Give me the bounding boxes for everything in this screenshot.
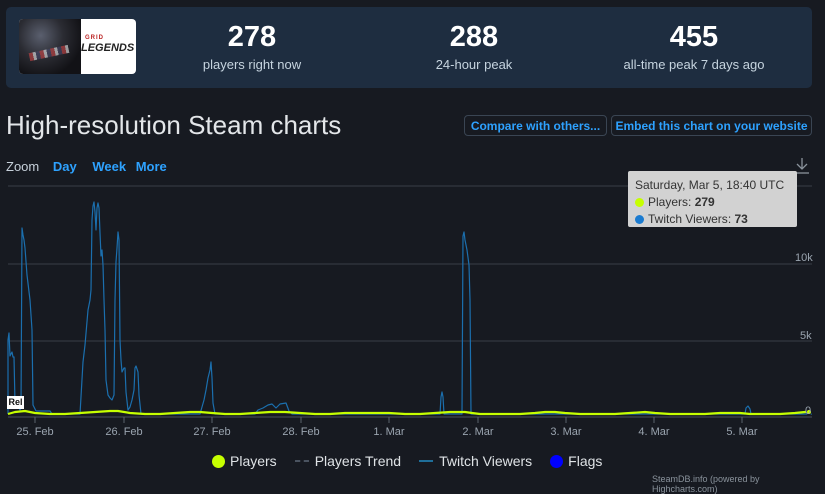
tooltip-series-name: Players xyxy=(648,195,689,209)
x-axis-label: 5. Mar xyxy=(726,426,758,438)
zoom-label: Zoom xyxy=(6,159,40,174)
x-axis-label: 25. Feb xyxy=(16,426,54,438)
chart-tooltip: Saturday, Mar 5, 18:40 UTC Players: 279 … xyxy=(628,171,797,227)
stat-24h-peak: 288 24-hour peak xyxy=(394,21,554,72)
zoom-controls: Zoom Day Week More xyxy=(6,159,177,174)
hover-point-players xyxy=(806,409,812,415)
x-axis-label: 2. Mar xyxy=(462,426,494,438)
tooltip-separator: : xyxy=(688,195,695,209)
chart-credits-link[interactable]: SteamDB.info (powered by Highcharts.com) xyxy=(652,474,760,494)
stat-label: 24-hour peak xyxy=(435,57,513,72)
game-logo-main-text: LEGENDS xyxy=(81,42,135,54)
stat-players-now: 278 players right now xyxy=(172,21,332,72)
stat-value: 278 xyxy=(227,21,277,53)
compare-button[interactable]: Compare with others... xyxy=(464,115,607,136)
game-cover-art xyxy=(19,19,81,74)
game-logo[interactable]: GRID LEGENDS xyxy=(19,19,136,74)
tooltip-row-twitch: Twitch Viewers: 73 xyxy=(635,211,790,228)
zoom-more-button[interactable]: More xyxy=(135,159,167,174)
x-axis-ticks xyxy=(34,417,743,423)
flag-release-marker[interactable]: Rel xyxy=(7,396,24,409)
tooltip-value: 279 xyxy=(694,195,715,209)
y-axis-label-5k: 5k xyxy=(800,330,812,342)
players-dot-icon xyxy=(635,198,644,207)
x-axis-label: 26. Feb xyxy=(105,426,143,438)
legend-item-twitch-viewers[interactable]: Twitch Viewers xyxy=(419,453,532,469)
legend-label: Flags xyxy=(568,453,603,469)
chart-legend: Players Players Trend Twitch Viewers Fla… xyxy=(212,453,602,469)
stat-label: all-time peak 7 days ago xyxy=(623,57,765,72)
stat-label: players right now xyxy=(202,57,302,72)
zoom-week-button[interactable]: Week xyxy=(92,159,127,174)
embed-chart-button[interactable]: Embed this chart on your website xyxy=(611,115,812,136)
series-twitch-viewers xyxy=(7,201,812,415)
y-axis-label-0: 0 xyxy=(805,405,812,417)
tooltip-value: 73 xyxy=(734,212,748,226)
x-axis-label: 28. Feb xyxy=(282,426,320,438)
page-title: High-resolution Steam charts xyxy=(6,110,342,140)
x-axis-label: 4. Mar xyxy=(638,426,670,438)
tooltip-row-players: Players: 279 xyxy=(635,194,790,211)
game-logo-top-text: GRID xyxy=(85,35,104,41)
legend-item-flags[interactable]: Flags xyxy=(550,453,602,469)
players-dot-icon xyxy=(212,454,225,468)
x-axis-label: 1. Mar xyxy=(373,426,405,438)
header-card: GRID LEGENDS 278 players right now 288 2… xyxy=(6,7,812,88)
legend-item-players-trend[interactable]: Players Trend xyxy=(294,453,402,469)
flags-dot-icon xyxy=(550,454,564,468)
tooltip-series-name: Twitch Viewers xyxy=(648,212,728,226)
tooltip-title: Saturday, Mar 5, 18:40 UTC xyxy=(635,178,785,192)
stat-all-time-peak: 455 all-time peak 7 days ago xyxy=(604,21,784,72)
stat-value: 288 xyxy=(449,21,499,53)
download-icon[interactable] xyxy=(794,157,810,175)
x-axis-label: 3. Mar xyxy=(550,426,582,438)
twitch-dot-icon xyxy=(635,215,644,224)
line-icon xyxy=(419,460,434,462)
dashed-line-icon xyxy=(294,460,309,462)
legend-item-players[interactable]: Players xyxy=(212,453,277,469)
tooltip-separator: : xyxy=(727,212,735,226)
chart-plot-area[interactable] xyxy=(0,180,825,430)
stat-value: 455 xyxy=(669,21,719,53)
y-axis-label-10k: 10k xyxy=(795,252,813,264)
legend-label: Players Trend xyxy=(314,453,402,469)
zoom-day-button[interactable]: Day xyxy=(52,159,77,174)
legend-label: Players xyxy=(230,453,277,469)
x-axis-label: 27. Feb xyxy=(193,426,231,438)
series-players xyxy=(7,409,810,416)
legend-label: Twitch Viewers xyxy=(439,453,533,469)
